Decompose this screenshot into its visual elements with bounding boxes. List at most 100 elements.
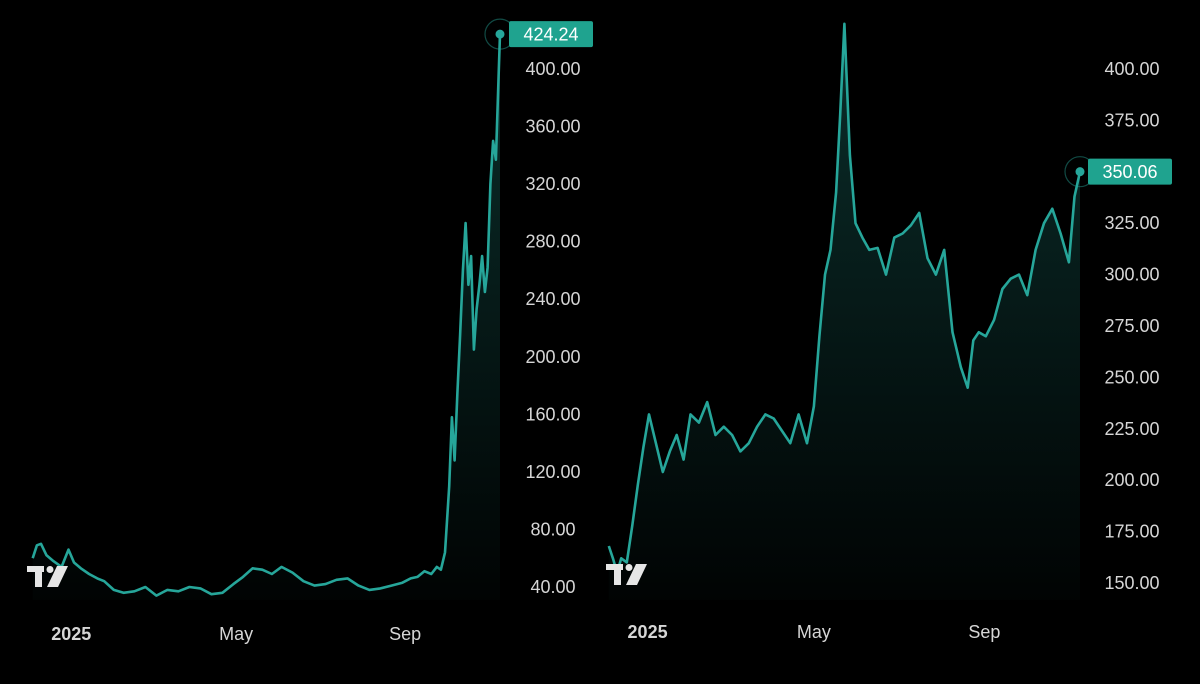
data-point [497,75,499,77]
data-point [440,569,442,571]
chart-panel-right[interactable]: 150.00 175.00 200.00 225.00 250.00 275.00 300.… [600,0,1200,684]
data-point [642,446,644,448]
data-point [1051,208,1053,210]
data-point [133,590,135,592]
data-point [451,416,453,418]
data-point [655,442,657,444]
x-tick-label: 2025 [51,624,91,644]
data-point [723,426,725,428]
data-point [731,434,733,436]
data-point [423,570,425,572]
series-area [32,34,500,601]
data-point [824,273,826,275]
data-point [379,587,381,589]
y-tick-label: 160.00 [525,404,580,424]
data-point [631,524,633,526]
data-point [669,450,671,452]
data-point [901,232,903,234]
data-point [756,426,758,428]
data-point [410,577,412,579]
y-tick-label: 320.00 [525,174,580,194]
data-point [1068,261,1070,263]
y-tick-label: 250.00 [1104,367,1159,387]
data-point [144,586,146,588]
y-tick-label: 275.00 [1104,316,1159,336]
data-point [313,584,315,586]
data-point [155,594,157,596]
last-value-label: 424.24 [509,21,593,48]
data-point [484,291,486,293]
x-tick-label: Sep [968,622,1000,642]
data-point [495,159,497,161]
data-point [854,222,856,224]
data-point [40,543,42,545]
last-point-marker [495,29,505,39]
data-point [993,319,995,321]
data-point [280,566,282,568]
data-point [910,224,912,226]
series-line [607,22,1082,574]
data-point [36,544,38,546]
data-point [478,284,480,286]
data-point [210,593,212,595]
data-point [978,331,980,333]
data-point [448,485,450,487]
svg-text:424.24: 424.24 [523,25,578,45]
data-point [251,567,253,569]
data-point [1073,195,1075,197]
data-point [967,387,969,389]
data-point [861,236,863,238]
y-tick-label: 80.00 [530,519,575,539]
data-point [473,348,475,350]
data-point [390,584,392,586]
data-point [662,471,664,473]
data-point [868,249,870,251]
data-point [806,442,808,444]
data-point [456,392,458,394]
data-point [748,442,750,444]
data-point [430,573,432,575]
last-point-marker [1075,167,1085,177]
y-tick-label: 200.00 [525,347,580,367]
chart-panel-left[interactable]: 40.00 80.00 120.00 160.00 200.00 240.00 280.00… [0,0,600,684]
x-tick-label: Sep [389,624,421,644]
data-point [676,434,678,436]
data-point [73,561,75,563]
data-point [648,413,650,415]
y-tick-label: 225.00 [1104,419,1159,439]
y-tick-label: 240.00 [525,289,580,309]
data-point [470,255,472,257]
data-point [489,183,491,185]
data-point [232,583,234,585]
data-point [464,222,466,224]
data-point [612,557,614,559]
data-point [773,417,775,419]
data-point [467,284,469,286]
data-point [401,582,403,584]
last-value-label: 350.06 [1088,158,1172,185]
data-point [1018,273,1020,275]
data-point [960,366,962,368]
data-point [113,589,115,591]
data-point [32,557,34,559]
y-tick-label: 40.00 [530,577,575,597]
data-point [893,236,895,238]
data-point [714,434,716,436]
data-point [103,580,105,582]
data-point [1001,288,1003,290]
y-tick-label: 360.00 [525,117,580,137]
chart-left: 40.00 80.00 120.00 160.00 200.00 240.00 280.00… [27,18,593,644]
data-point [346,577,348,579]
data-point [199,587,201,589]
data-point [626,561,628,563]
data-point [849,154,851,156]
data-point [682,458,684,460]
data-point [481,255,483,257]
x-tick-label: 2025 [628,622,668,642]
data-point [935,273,937,275]
data-point [188,586,190,588]
data-point [492,140,494,142]
y-tick-label: 200.00 [1104,470,1159,490]
y-tick-label: 325.00 [1104,213,1159,233]
data-point [291,571,293,573]
